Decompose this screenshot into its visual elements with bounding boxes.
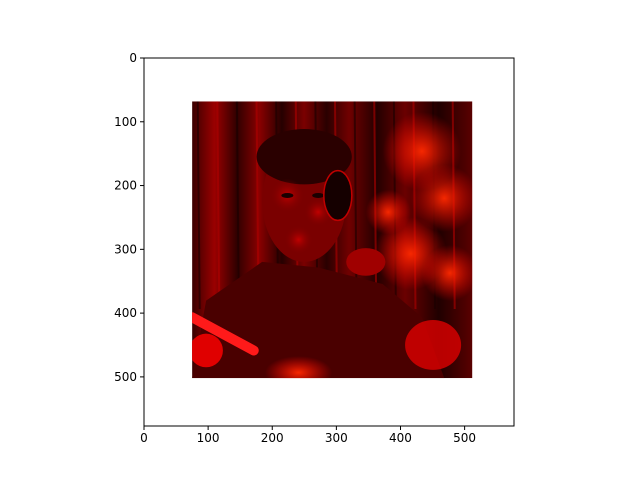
headphone	[323, 169, 353, 222]
x-tick-label: 300	[325, 431, 348, 445]
smoke	[365, 189, 411, 235]
hair	[256, 129, 352, 185]
hand-right	[405, 320, 462, 370]
x-tick-label: 200	[261, 431, 284, 445]
x-tick-label: 400	[389, 431, 412, 445]
y-tick-label: 200	[114, 179, 137, 193]
image-plot	[192, 101, 473, 379]
y-tick-label: 400	[114, 306, 137, 320]
y-tick-label: 100	[114, 115, 137, 129]
face-highlight	[284, 225, 313, 254]
x-tick-label: 100	[197, 431, 220, 445]
x-tick-label: 500	[453, 431, 476, 445]
microphone-head	[192, 333, 223, 368]
y-tick-label: 300	[114, 242, 137, 256]
x-tick-label: 0	[140, 431, 148, 445]
smoke	[410, 164, 473, 232]
y-axis: 0 100 200 300 400 500	[114, 51, 144, 384]
y-tick-label: 0	[129, 51, 137, 65]
eye	[312, 192, 325, 198]
y-tick-label: 500	[114, 370, 137, 384]
eye	[281, 192, 294, 198]
smoke	[421, 244, 473, 301]
microphone	[192, 312, 259, 356]
shirt-print	[264, 356, 333, 379]
x-axis: 0 100 200 300 400 500	[140, 426, 476, 445]
hand	[346, 248, 386, 276]
